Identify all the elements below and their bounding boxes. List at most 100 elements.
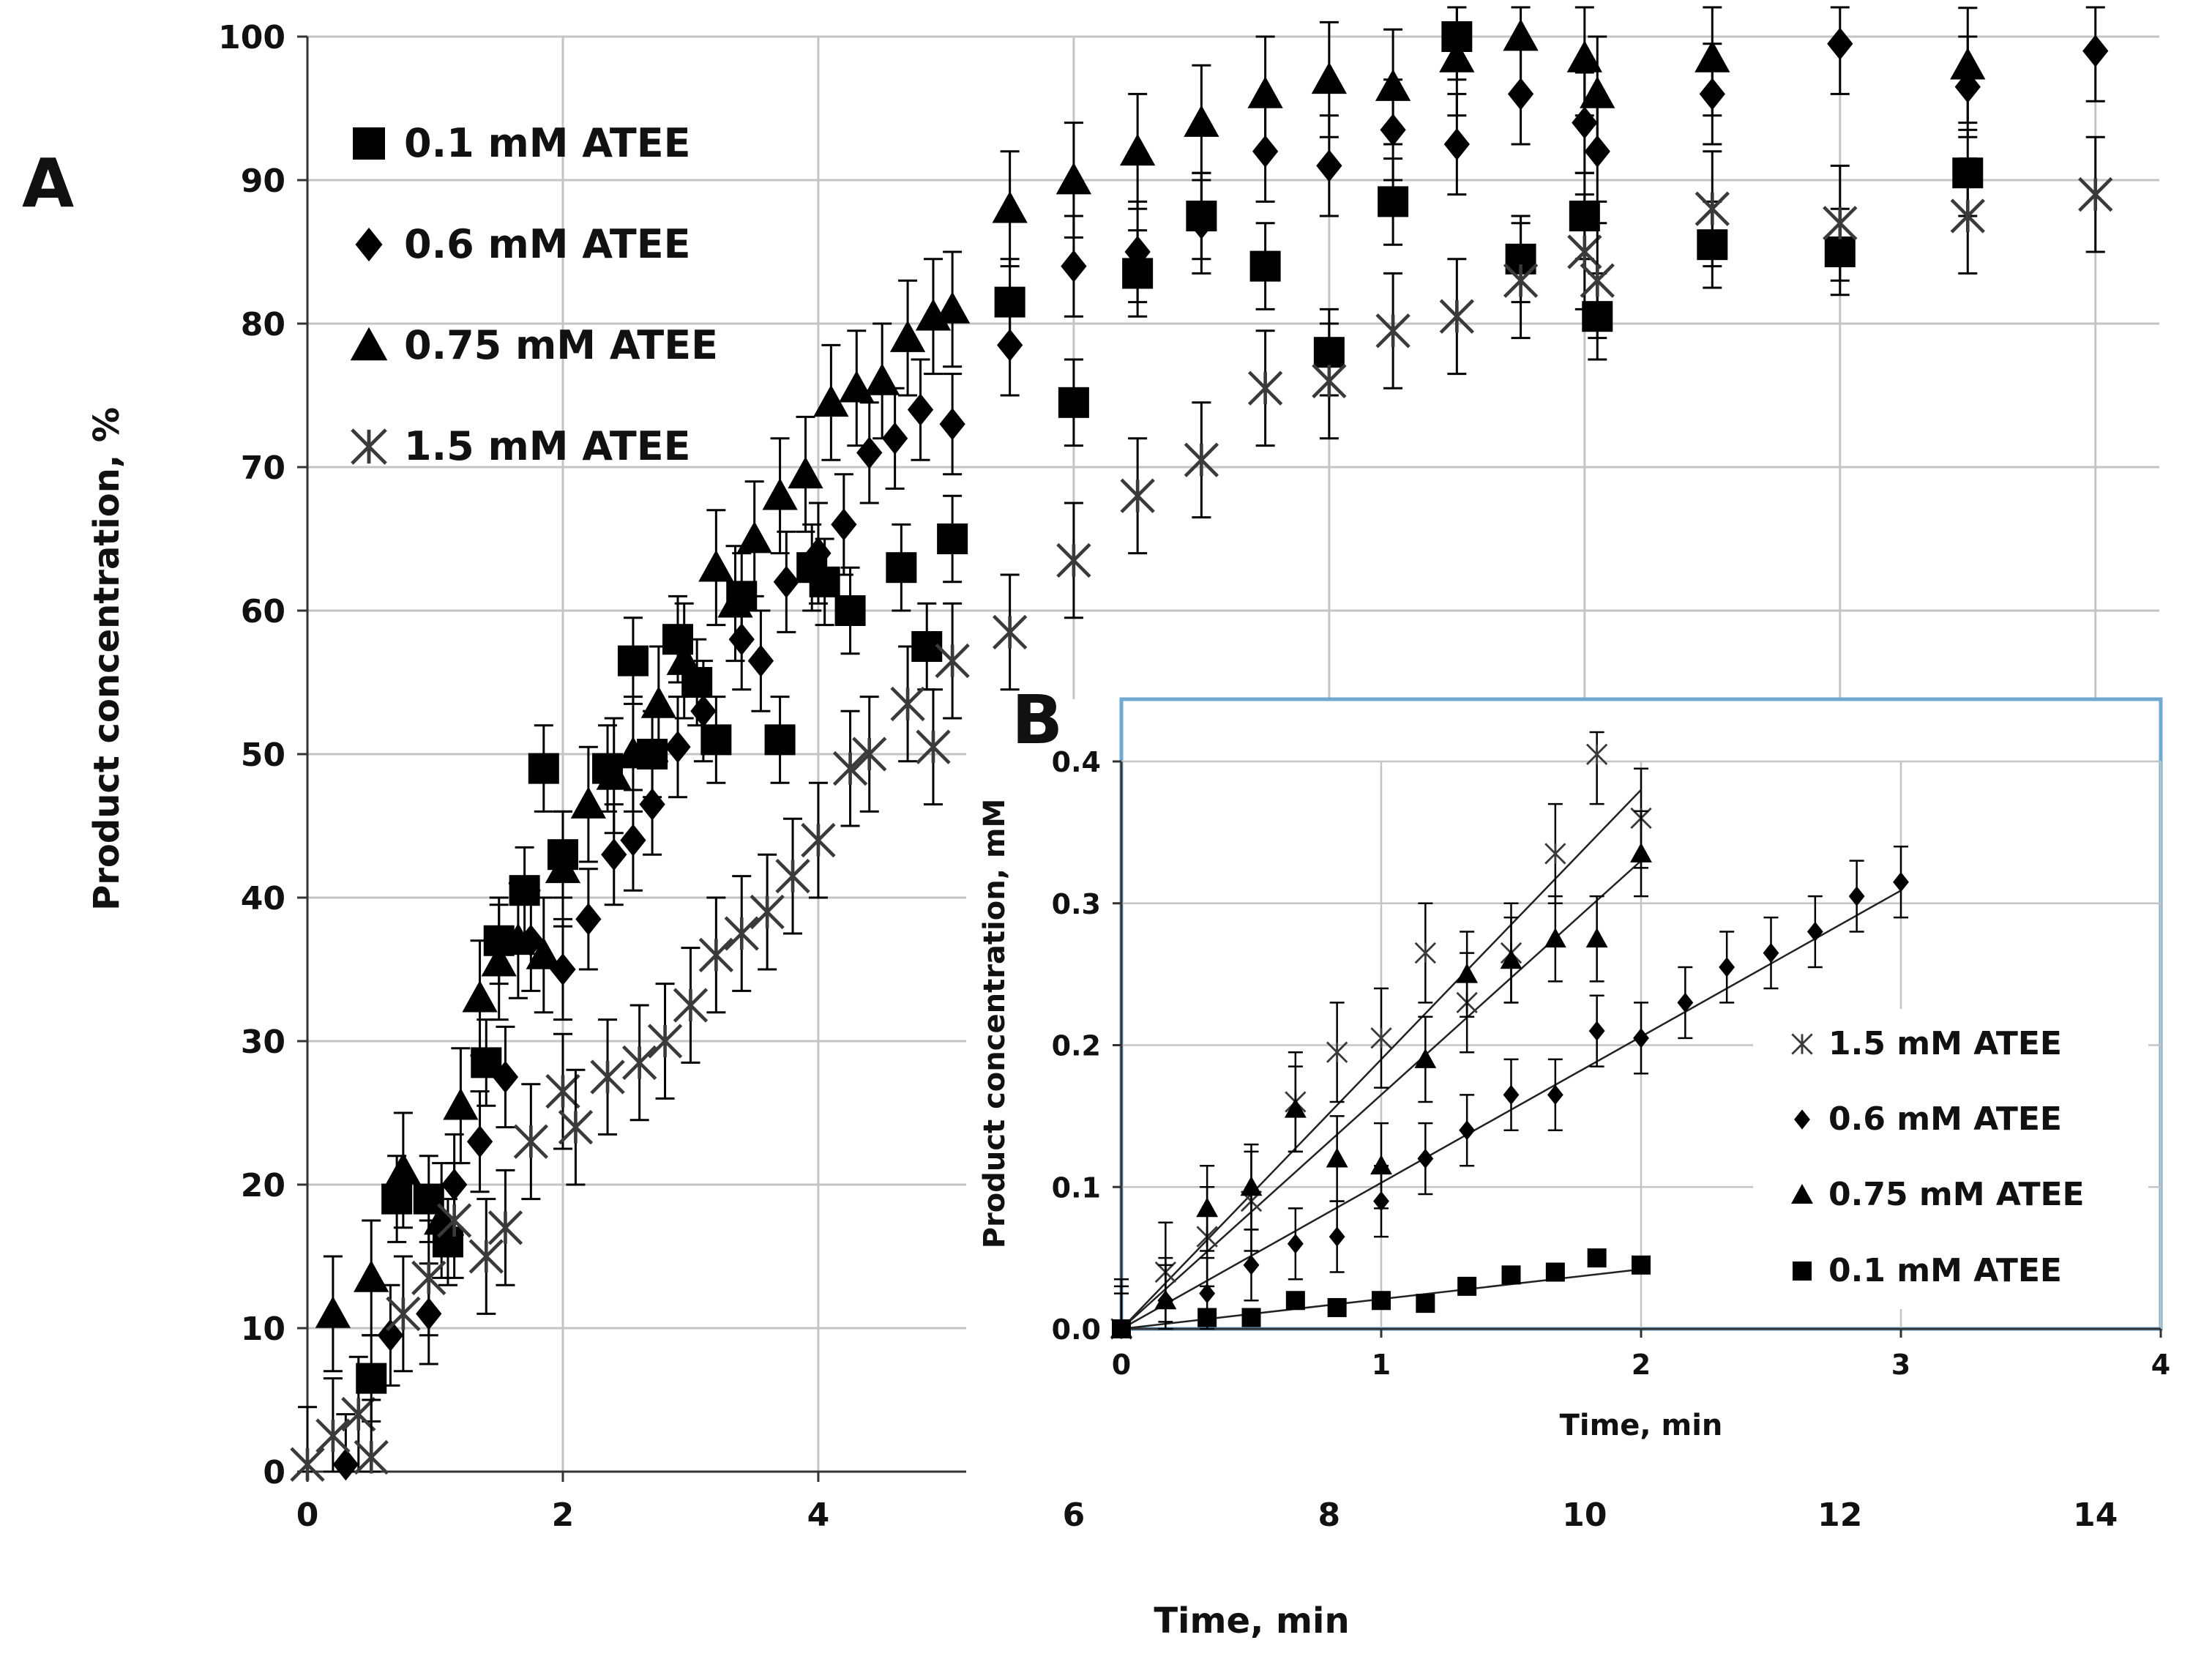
a-point-0-75-mm-atee-7	[500, 923, 537, 955]
b-x-tick-2: 2	[1632, 1349, 1651, 1381]
a-point-1-5-mm-atee-9	[513, 1124, 549, 1159]
a-point-0-75-mm-atee-17	[736, 521, 772, 554]
b-errorbar-1-5-mm-atee-11	[1589, 731, 1604, 805]
a-point-0-75-mm-atee-29	[1184, 105, 1219, 137]
a-x-axis-title: Time, min	[1154, 1600, 1349, 1641]
a-series-1-5-mm-atee	[290, 135, 2113, 1482]
a-point-1-5-mm-atee-0	[290, 1447, 325, 1482]
b-legend: 1.5 mM ATEE 0.6 mM ATEE 0.75 mM ATEE 0.1…	[1753, 1009, 2148, 1309]
b-point-0-75-mm-atee-11	[1585, 928, 1608, 948]
a-legend-marker-3	[351, 428, 387, 465]
a-point-1-5-mm-atee-15	[673, 988, 709, 1023]
b-point-1-5-mm-atee-7	[1414, 942, 1437, 964]
a-point-0-75-mm-atee-6	[481, 944, 517, 977]
a-point-1-5-mm-atee-2	[341, 1396, 376, 1432]
a-point-0-1-mm-atee-18	[809, 566, 840, 597]
a-point-0-75-mm-atee-11	[596, 758, 632, 790]
b-legend-marker-2	[1791, 1184, 1813, 1204]
b-point-0-75-mm-atee-8	[1456, 963, 1479, 983]
a-point-0-75-mm-atee-33	[1439, 40, 1475, 72]
a-x-tick-14: 14	[2073, 1497, 2118, 1534]
b-series-0-6-mm-atee	[1113, 846, 1909, 1339]
a-point-0-6-mm-atee-25	[1124, 235, 1151, 269]
a-point-0-6-mm-atee-21	[907, 393, 934, 426]
a-point-0-6-mm-atee-18	[831, 508, 857, 541]
a-point-1-5-mm-atee-17	[724, 916, 759, 951]
a-point-0-6-mm-atee-23	[997, 329, 1023, 362]
b-point-0-6-mm-atee-18	[1893, 872, 1909, 893]
a-point-0-75-mm-atee-13	[640, 686, 676, 718]
a-point-0-75-mm-atee-0	[315, 1296, 351, 1328]
a-point-1-5-mm-atee-35	[1567, 234, 1602, 269]
a-y-tick-80: 80	[241, 306, 285, 343]
b-point-0-6-mm-atee-8	[1459, 1120, 1476, 1141]
a-point-0-6-mm-atee-37	[2082, 34, 2109, 67]
a-point-0-75-mm-atee-26	[992, 191, 1028, 223]
b-point-0-6-mm-atee-5	[1329, 1226, 1345, 1247]
a-y-tick-40: 40	[241, 880, 285, 917]
a-point-1-5-mm-atee-30	[1247, 370, 1283, 406]
a-point-0-6-mm-atee-35	[1827, 27, 1853, 60]
a-y-tick-20: 20	[241, 1167, 285, 1204]
a-point-0-75-mm-atee-32	[1375, 69, 1411, 101]
a-point-0-75-mm-atee-18	[762, 478, 798, 510]
b-point-0-1-mm-atee-8	[1501, 1265, 1521, 1285]
a-point-0-75-mm-atee-16	[717, 586, 753, 618]
a-series-0-75-mm-atee	[315, 6, 1986, 1373]
a-point-0-1-mm-atee-24	[1058, 387, 1089, 418]
b-data-series	[1110, 731, 1909, 1340]
b-legend-background	[1753, 1009, 2148, 1309]
a-point-1-5-mm-atee-24	[916, 729, 951, 764]
a-point-0-6-mm-atee-11	[639, 788, 665, 821]
a-point-0-75-mm-atee-27	[1055, 162, 1092, 195]
a-point-0-6-mm-atee-26	[1188, 206, 1215, 239]
b-point-1-5-mm-atee-5	[1326, 1041, 1348, 1063]
a-point-1-5-mm-atee-12	[590, 1059, 625, 1095]
b-point-0-1-mm-atee-4	[1327, 1297, 1347, 1317]
a-point-0-1-mm-atee-16	[764, 724, 796, 756]
b-point-0-75-mm-atee-5	[1326, 1147, 1348, 1168]
b-tick-labels: 0 1 2 3 4 0.0 0.1 0.2 0.3 0.4	[1052, 746, 2171, 1381]
b-point-0-1-mm-atee-6	[1416, 1294, 1435, 1313]
a-y-tick-70: 70	[241, 450, 285, 487]
b-y-tick-0-4: 0.4	[1052, 746, 1101, 778]
b-point-1-5-mm-atee-6	[1370, 1027, 1392, 1049]
a-point-1-5-mm-atee-20	[801, 822, 836, 858]
a-point-1-5-mm-atee-40	[2078, 176, 2113, 212]
b-legend-marker-3	[1793, 1262, 1812, 1281]
a-point-1-5-mm-atee-7	[468, 1239, 504, 1274]
a-legend-markers	[350, 127, 388, 465]
a-point-0-6-mm-atee-17	[805, 537, 832, 570]
a-x-tick-6: 6	[1063, 1497, 1086, 1534]
a-point-1-5-mm-atee-5	[411, 1260, 446, 1296]
a-legend-marker-2	[350, 327, 388, 361]
a-point-1-5-mm-atee-18	[750, 894, 785, 930]
b-point-0-6-mm-atee-11	[1588, 1021, 1605, 1041]
b-point-0-1-mm-atee-3	[1285, 1291, 1305, 1311]
a-point-0-75-mm-atee-15	[698, 550, 734, 582]
a-point-0-6-mm-atee-30	[1443, 127, 1470, 161]
a-point-0-75-mm-atee-38	[1950, 48, 1986, 80]
a-point-1-5-mm-atee-31	[1312, 363, 1347, 399]
a-point-0-6-mm-atee-12	[665, 731, 691, 764]
b-point-0-75-mm-atee-2	[1196, 1197, 1219, 1218]
b-point-0-75-mm-atee-7	[1414, 1048, 1437, 1068]
a-point-1-5-mm-atee-1	[315, 1418, 351, 1453]
a-point-0-75-mm-atee-30	[1247, 76, 1283, 108]
b-point-0-1-mm-atee-2	[1241, 1308, 1261, 1327]
b-y-tick-0-1: 0.1	[1052, 1171, 1101, 1204]
b-point-0-75-mm-atee-12	[1630, 842, 1652, 862]
a-point-0-75-mm-atee-22	[864, 363, 900, 395]
a-y-tick-50: 50	[241, 737, 285, 774]
b-legend-marker-0	[1791, 1033, 1813, 1055]
a-point-1-5-mm-atee-13	[621, 1045, 657, 1081]
b-x-axis-title: Time, min	[1560, 1409, 1723, 1442]
b-x-tick-4: 4	[2151, 1349, 2170, 1381]
a-point-0-75-mm-atee-5	[462, 980, 498, 1013]
b-y-tick-0-3: 0.3	[1052, 888, 1101, 920]
a-point-1-5-mm-atee-28	[1120, 478, 1155, 513]
a-point-1-5-mm-atee-29	[1184, 442, 1219, 477]
a-point-1-5-mm-atee-33	[1439, 299, 1475, 334]
b-x-tick-3: 3	[1891, 1349, 1910, 1381]
